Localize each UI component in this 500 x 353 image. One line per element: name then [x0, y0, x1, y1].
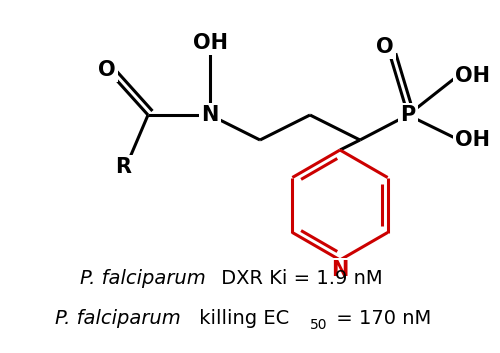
- Text: = 170 nM: = 170 nM: [330, 309, 431, 328]
- Text: OH: OH: [192, 33, 228, 53]
- Text: R: R: [115, 157, 131, 177]
- Text: O: O: [98, 60, 116, 80]
- Text: DXR Ki = 1.9 nM: DXR Ki = 1.9 nM: [215, 269, 382, 287]
- Text: OH: OH: [456, 66, 490, 86]
- Text: P: P: [400, 105, 415, 125]
- Text: O: O: [376, 37, 394, 57]
- Text: P. falciparum: P. falciparum: [55, 309, 181, 328]
- Text: N: N: [202, 105, 218, 125]
- Text: N: N: [332, 260, 348, 280]
- Text: OH: OH: [456, 130, 490, 150]
- Text: P. falciparum: P. falciparum: [80, 269, 206, 287]
- Text: 50: 50: [310, 318, 328, 332]
- Text: killing EC: killing EC: [193, 309, 289, 328]
